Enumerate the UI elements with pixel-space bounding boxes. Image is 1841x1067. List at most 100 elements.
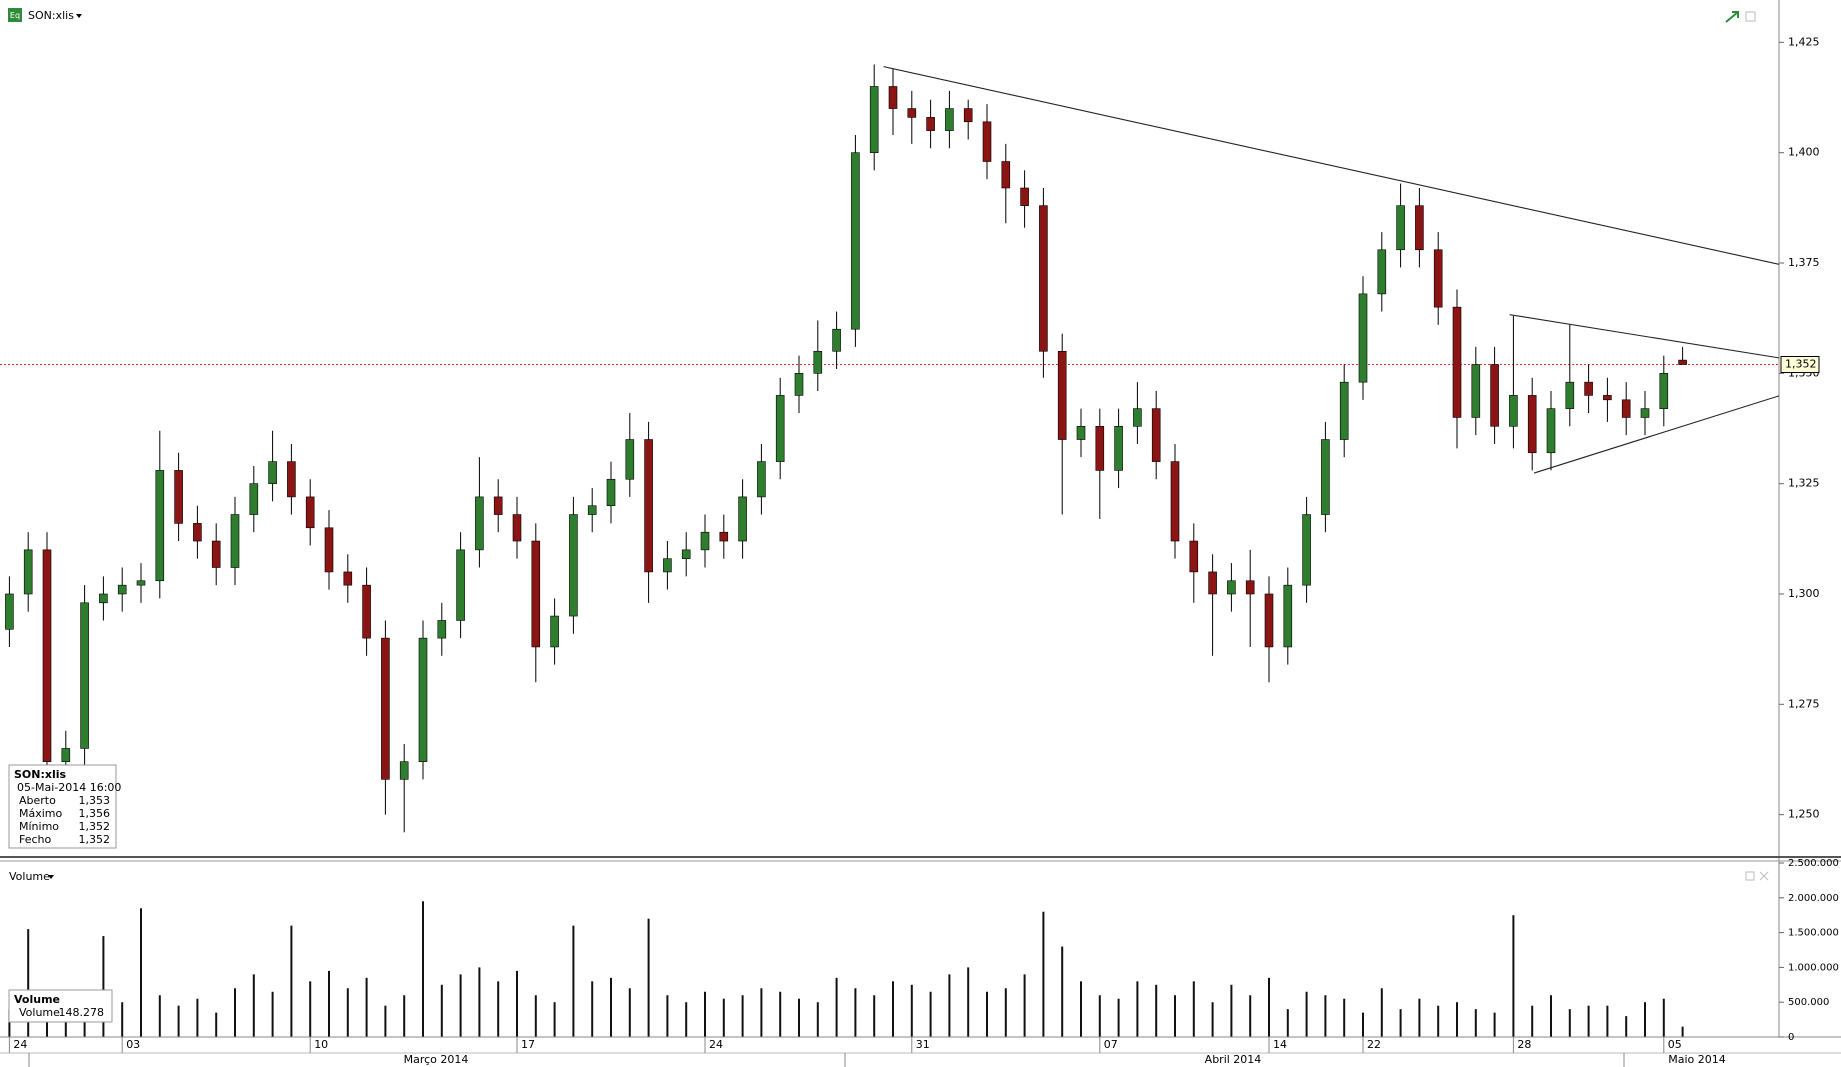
- volume-bar: [1136, 981, 1139, 1037]
- volume-bar: [1004, 988, 1007, 1037]
- volume-bar: [83, 1019, 86, 1037]
- candle-body: [343, 571, 353, 586]
- candle-body: [1358, 293, 1368, 383]
- volume-bar: [1456, 1002, 1458, 1037]
- volume-bar: [1418, 998, 1421, 1037]
- volume-bar: [910, 984, 913, 1037]
- x-tick-label: 24: [13, 1038, 27, 1051]
- volume-bar: [328, 970, 330, 1037]
- volume-bar: [459, 974, 462, 1037]
- candle-body: [1189, 540, 1199, 573]
- volume-bar: [553, 1002, 556, 1037]
- x-tick-label: 14: [1273, 1038, 1287, 1051]
- candle-body: [80, 602, 89, 749]
- candle-body: [23, 549, 33, 595]
- volume-bar: [741, 995, 744, 1037]
- volume-pane-label[interactable]: Volume: [9, 870, 50, 883]
- candle-body: [1490, 364, 1499, 427]
- volume-bar: [1117, 998, 1120, 1037]
- candle-body: [569, 514, 578, 617]
- candle-body: [287, 461, 296, 498]
- symbol-selector[interactable]: SON:xlis: [28, 9, 74, 22]
- y-tick-label: 1,400: [1788, 146, 1820, 159]
- candle-body: [117, 584, 127, 595]
- volume-bar: [1568, 1009, 1571, 1037]
- dropdown-arrow[interactable]: [48, 875, 54, 879]
- candle-body: [324, 527, 334, 573]
- volume-bar: [365, 977, 368, 1037]
- x-tick-label: 07: [1104, 1038, 1118, 1051]
- last-price-label: 1,352: [1785, 358, 1817, 371]
- close-button[interactable]: [1759, 871, 1769, 881]
- candle-body: [1640, 408, 1650, 418]
- info-date: 05-Mai-2014 16:00: [17, 781, 121, 794]
- candle-body: [888, 86, 898, 109]
- candle-body: [625, 439, 635, 480]
- volume-bar: [1474, 1009, 1477, 1037]
- candle-body: [1057, 350, 1067, 440]
- volume-bar: [1042, 911, 1045, 1037]
- candle-body: [1020, 187, 1029, 206]
- y-tick-label: 2.000.000: [1788, 893, 1839, 904]
- volume-bar: [1324, 995, 1327, 1037]
- window-button[interactable]: [1745, 11, 1756, 22]
- candle-body: [475, 496, 484, 551]
- candle-body: [230, 514, 240, 568]
- candle-body: [61, 748, 71, 762]
- window-button[interactable]: [1745, 871, 1755, 881]
- volume-bar: [591, 981, 594, 1037]
- candle-body: [1302, 514, 1311, 586]
- candle-body: [663, 558, 672, 573]
- volume-bar: [986, 991, 988, 1037]
- volume-bar: [666, 995, 669, 1037]
- volume-bar: [1061, 946, 1064, 1037]
- info-box: SON:xlis 05-Mai-2014 16:00 Aberto 1,353 Má…: [8, 764, 121, 849]
- candle-body: [1584, 381, 1593, 396]
- candle-body: [700, 531, 710, 551]
- volume-bar: [234, 988, 236, 1037]
- volume-bar: [816, 1002, 819, 1037]
- candle-body: [381, 637, 390, 780]
- app-icon-label: Eq: [10, 11, 20, 20]
- y-tick-label: 1,375: [1788, 256, 1820, 269]
- volume-bar: [534, 995, 537, 1037]
- candle-body: [512, 514, 522, 542]
- volume-box-label: Volume: [19, 1006, 60, 1019]
- candle-body: [1245, 580, 1255, 595]
- candle-body: [193, 523, 202, 542]
- y-tick-label: 1,250: [1788, 808, 1820, 821]
- volume-bar: [1512, 915, 1515, 1037]
- candle-body: [42, 549, 52, 762]
- volume-bar: [177, 1005, 180, 1037]
- volume-bar: [779, 991, 782, 1037]
- y-tick-label: 1,425: [1788, 35, 1820, 48]
- volume-bar: [1174, 995, 1176, 1037]
- volume-bar: [384, 1005, 387, 1037]
- volume-bar: [572, 925, 575, 1037]
- candle-body: [437, 620, 447, 639]
- candle-body: [1621, 399, 1631, 418]
- volume-bar: [1550, 995, 1552, 1037]
- candle-body: [1377, 249, 1387, 295]
- info-value: 1,352: [79, 833, 111, 846]
- month-label: Março 2014: [404, 1053, 469, 1066]
- y-tick-label: 0: [1788, 1032, 1794, 1043]
- volume-bar: [403, 995, 406, 1037]
- volume-bar: [1625, 1016, 1628, 1037]
- trend-tool-icon[interactable]: [1725, 11, 1739, 23]
- volume-bar: [610, 977, 612, 1037]
- volume-bar: [647, 918, 650, 1037]
- volume-box-value: 148.278: [59, 1006, 105, 1019]
- candle-body: [1471, 364, 1481, 418]
- candle-body: [644, 439, 653, 573]
- candle-body: [832, 328, 841, 352]
- dropdown-arrow[interactable]: [76, 14, 82, 18]
- x-tick-label: 03: [126, 1038, 140, 1051]
- candle-body: [1227, 580, 1236, 595]
- candle-body: [907, 108, 917, 118]
- volume-bar: [1211, 1002, 1214, 1037]
